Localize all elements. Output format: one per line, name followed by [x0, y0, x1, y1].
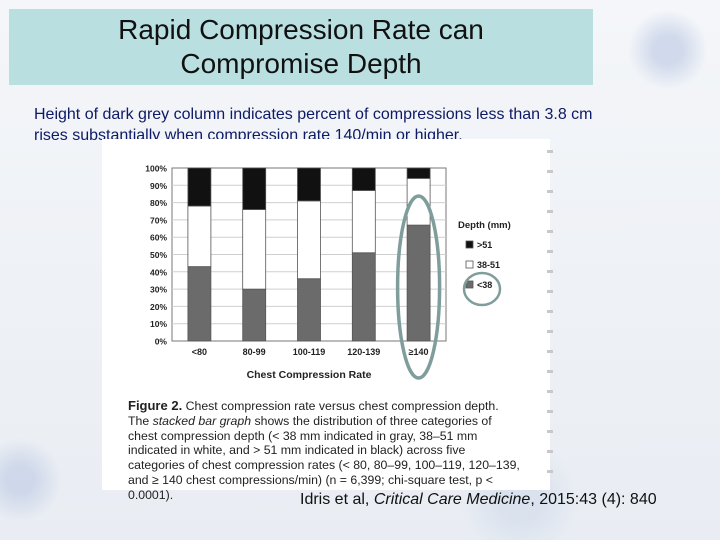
legend-label: 38-51	[477, 260, 500, 270]
bar-segment	[187, 167, 212, 207]
x-tick-label: 80-99	[243, 347, 266, 357]
bar-segment	[406, 224, 431, 342]
x-tick-label: 100-119	[293, 347, 326, 357]
y-tick-label: 80%	[150, 198, 167, 208]
bar-segment	[297, 200, 321, 280]
y-tick-label: 90%	[150, 181, 167, 191]
legend-swatch	[465, 260, 474, 269]
bar-segment	[187, 205, 212, 268]
caption-text-2: shows the distribution of three categori…	[128, 413, 520, 502]
highlight-ring-bar	[395, 194, 442, 380]
slide-title-line-1: Rapid Compression Rate can	[118, 14, 484, 45]
highlight-ring-legend	[462, 271, 502, 307]
slide-title: Rapid Compression Rate can Compromise De…	[9, 9, 593, 85]
legend-title: Depth (mm)	[458, 220, 511, 231]
y-tick-label: 0%	[155, 337, 168, 347]
legend-label: >51	[477, 240, 492, 250]
citation-authors: Idris et al,	[300, 491, 374, 508]
y-tick-label: 30%	[150, 285, 167, 295]
x-axis-label: Chest Compression Rate	[247, 369, 372, 381]
caption-italic-text: stacked bar graph	[152, 413, 252, 428]
bar-segment	[351, 252, 376, 342]
legend-swatch	[465, 240, 474, 249]
slide-title-line-2: Compromise Depth	[180, 48, 422, 79]
citation-details: , 2015:43 (4): 840	[530, 491, 657, 508]
y-tick-label: 20%	[150, 302, 167, 312]
caption-figure-label: Figure 2.	[128, 398, 183, 413]
y-tick-label: 70%	[150, 215, 167, 225]
y-tick-label: 40%	[150, 267, 167, 277]
slide-subtitle-line-1: Height of dark grey column indicates per…	[34, 106, 593, 123]
bar-segment	[351, 190, 376, 254]
y-tick-label: 60%	[150, 233, 167, 243]
y-tick-label: 50%	[150, 250, 167, 260]
citation: Idris et al, Critical Care Medicine, 201…	[300, 491, 657, 509]
caption-text-1: Chest compression rate versus chest comp…	[128, 399, 499, 428]
bar-segment	[297, 278, 321, 342]
bar-segment	[242, 288, 267, 342]
figure-caption: Figure 2. Chest compression rate versus …	[128, 398, 522, 503]
y-tick-label: 10%	[150, 319, 167, 329]
legend-label: <38	[477, 280, 492, 290]
y-tick-label: 100%	[145, 164, 167, 174]
bar-segment	[297, 167, 321, 202]
bar-segment	[351, 167, 376, 191]
citation-journal: Critical Care Medicine	[373, 491, 531, 508]
bar-segment	[406, 167, 431, 179]
x-tick-label: ≥140	[409, 347, 429, 357]
bar-segment	[242, 167, 267, 210]
dashed-edge-decoration	[547, 150, 553, 480]
bar-segment	[187, 266, 212, 342]
x-tick-label: 120-139	[347, 347, 380, 357]
bar-segment	[242, 209, 267, 290]
x-tick-label: <80	[192, 347, 207, 357]
